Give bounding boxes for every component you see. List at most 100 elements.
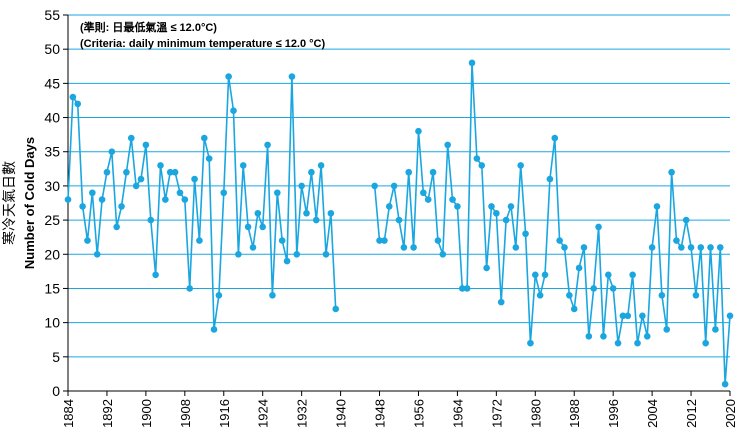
data-point	[152, 271, 159, 279]
x-tick-label: 1988	[567, 399, 582, 428]
data-point	[473, 155, 481, 162]
data-point	[259, 223, 267, 231]
data-point	[98, 196, 106, 203]
data-point	[166, 168, 174, 176]
data-point	[595, 223, 602, 231]
data-point	[493, 209, 500, 217]
data-point	[288, 73, 296, 80]
data-point	[566, 291, 573, 299]
data-point	[614, 339, 622, 347]
data-point	[113, 223, 120, 231]
y-tick-label: 55	[44, 7, 60, 23]
data-point	[298, 182, 305, 190]
data-point	[561, 244, 568, 251]
data-point	[312, 216, 320, 224]
y-tick-label: 0	[52, 383, 60, 399]
data-point	[127, 134, 135, 142]
data-point	[244, 223, 252, 231]
data-point	[648, 244, 656, 251]
data-point	[274, 189, 281, 197]
data-point	[716, 244, 724, 251]
data-point	[385, 203, 393, 210]
criteria-note-english: (Criteria: daily minimum temperature ≤ 1…	[80, 38, 326, 50]
data-point	[585, 333, 593, 340]
series-line-segment	[373, 62, 731, 386]
data-point	[726, 312, 734, 320]
criteria-note-chinese: (準則: 日最低氣溫 ≤ 12.0°C)	[80, 20, 217, 34]
x-tick-label: 1996	[606, 399, 621, 428]
data-point	[118, 203, 125, 210]
data-point	[420, 189, 427, 197]
data-point	[619, 312, 627, 320]
data-point	[269, 291, 276, 299]
x-tick-label: 1884	[61, 399, 76, 428]
data-point	[575, 264, 583, 272]
data-point	[191, 175, 198, 183]
data-point	[123, 168, 130, 176]
data-point	[444, 141, 451, 149]
data-point	[590, 285, 598, 292]
data-point	[89, 189, 96, 197]
y-tick-label: 20	[44, 246, 60, 262]
data-point	[322, 250, 330, 258]
data-point	[687, 244, 695, 251]
data-point	[522, 230, 529, 238]
data-point	[605, 271, 612, 279]
x-tick-label: 1908	[178, 399, 193, 428]
data-point	[142, 141, 150, 149]
x-tick-label: 1900	[139, 399, 154, 428]
x-tick-label: 1948	[373, 399, 388, 428]
data-point	[658, 291, 666, 299]
data-point	[643, 333, 651, 340]
data-point	[171, 168, 179, 176]
y-axis-ticks: 0 5 10 15 20 25 30 35 40 45 50 55	[44, 7, 68, 399]
x-tick-label: 1940	[334, 399, 349, 428]
data-point	[64, 196, 72, 203]
data-point	[390, 182, 398, 190]
data-point	[653, 203, 661, 210]
data-point	[502, 216, 510, 224]
x-tick-label: 1916	[217, 399, 232, 428]
series-points	[64, 59, 734, 388]
data-point	[381, 237, 388, 244]
data-point	[609, 285, 617, 292]
data-point	[712, 326, 719, 333]
data-point	[205, 155, 213, 162]
y-tick-label: 30	[44, 178, 60, 194]
x-tick-label: 2004	[645, 399, 660, 428]
data-point	[434, 237, 442, 244]
data-point	[132, 182, 140, 190]
data-point	[497, 298, 505, 306]
data-point	[400, 244, 408, 251]
data-point	[531, 271, 539, 279]
x-tick-label: 1892	[100, 399, 115, 428]
data-point	[424, 196, 432, 203]
data-point	[317, 162, 325, 169]
data-point	[235, 250, 242, 258]
y-tick-label: 5	[52, 349, 60, 365]
x-tick-label: 1980	[528, 399, 543, 428]
data-point	[69, 93, 77, 101]
data-point	[162, 196, 169, 203]
data-point	[454, 203, 461, 210]
x-axis-ticks: 1884 1892 1900 1908 1916 1924 1932 1940 1948 1956…	[61, 391, 738, 428]
y-tick-label: 35	[44, 144, 60, 160]
data-point	[376, 237, 383, 244]
data-point	[546, 175, 554, 183]
data-point	[371, 182, 378, 190]
data-point	[157, 162, 164, 169]
data-point	[692, 291, 700, 299]
data-point	[517, 162, 524, 169]
x-tick-label: 1972	[489, 399, 504, 428]
data-point	[220, 189, 228, 197]
data-point	[468, 59, 476, 67]
data-point	[405, 168, 413, 176]
data-point	[551, 134, 559, 142]
data-point	[682, 216, 690, 224]
data-point	[249, 244, 257, 251]
data-point	[176, 189, 184, 197]
data-point	[283, 257, 291, 265]
axes	[67, 15, 730, 392]
y-tick-label: 25	[44, 212, 60, 228]
